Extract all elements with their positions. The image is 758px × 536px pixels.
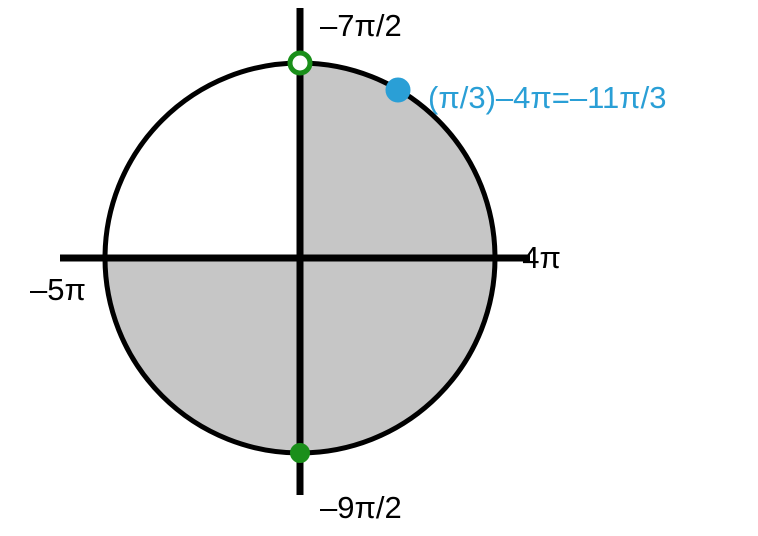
blue-point-label: (π/3)–4π=–11π/3 bbox=[428, 80, 667, 115]
blue-point bbox=[386, 78, 410, 102]
bottom-closed-point bbox=[291, 444, 309, 462]
right-label: –4π bbox=[505, 240, 561, 275]
left-label: –5π bbox=[30, 272, 86, 307]
top-open-point bbox=[290, 53, 310, 73]
bottom-label: –9π/2 bbox=[320, 490, 402, 525]
top-label: –7π/2 bbox=[320, 8, 402, 43]
